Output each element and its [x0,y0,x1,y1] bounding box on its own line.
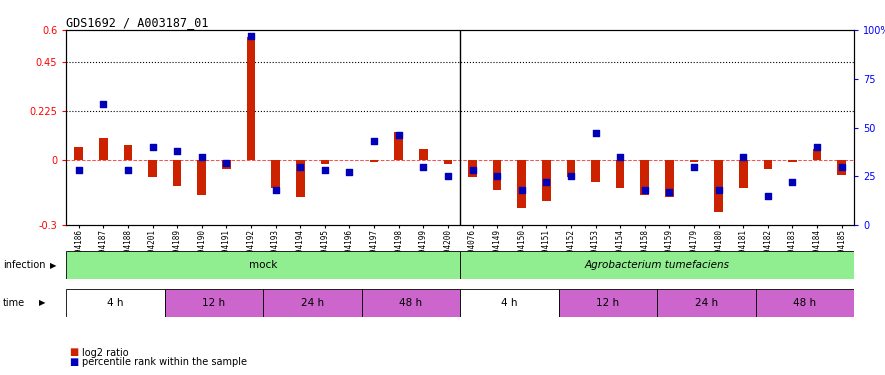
Bar [689,160,698,162]
Point [761,193,775,199]
Text: GDS1692 / A003187_01: GDS1692 / A003187_01 [66,16,209,29]
Bar [518,160,526,208]
Point [170,148,184,154]
Point [810,144,824,150]
Bar [666,160,673,197]
Bar [197,160,206,195]
Text: ▶: ▶ [39,298,45,307]
Point [687,164,701,170]
Point [318,167,332,173]
Text: 24 h: 24 h [301,298,324,308]
Text: 48 h: 48 h [399,298,422,308]
Point [293,164,307,170]
Point [539,179,553,185]
Point [589,130,603,136]
Bar [66,289,165,317]
Point [268,187,282,193]
Point [219,160,234,166]
Point [72,167,86,173]
Bar [789,160,796,162]
Text: log2 ratio: log2 ratio [82,348,129,357]
Text: ■: ■ [69,348,78,357]
Point [441,173,455,179]
Point [638,187,652,193]
Point [785,179,799,185]
Bar [264,289,362,317]
Bar [148,160,157,177]
Bar [460,289,558,317]
Point [564,173,578,179]
Point [96,101,111,107]
Point [466,167,480,173]
Point [613,154,627,160]
Bar [468,160,477,177]
Bar [641,160,649,195]
Bar [443,160,452,164]
Bar [370,160,379,162]
Point [244,33,258,39]
Bar [362,289,460,317]
Bar [165,289,264,317]
Bar [542,160,550,201]
Point [367,138,381,144]
Text: ▶: ▶ [50,261,57,270]
Point [712,187,726,193]
Bar [739,160,748,188]
Text: 4 h: 4 h [501,298,518,308]
Bar [591,160,600,182]
Bar [74,147,83,160]
Bar [558,289,657,317]
Point [835,164,849,170]
Bar [173,160,181,186]
Bar [812,149,821,160]
Point [195,154,209,160]
Bar [395,132,403,160]
Bar [272,160,280,188]
Bar [296,160,304,197]
Bar [566,160,575,177]
Bar [222,160,231,169]
Bar [493,160,502,190]
Text: infection: infection [3,261,45,270]
Bar [419,149,427,160]
Text: 48 h: 48 h [793,298,816,308]
Point [515,187,529,193]
Bar [247,36,255,160]
Text: percentile rank within the sample: percentile rank within the sample [82,357,247,367]
Point [416,164,430,170]
Point [145,144,159,150]
Point [391,132,405,138]
Bar [460,251,854,279]
Point [662,189,676,195]
Bar [616,160,625,188]
Text: 12 h: 12 h [596,298,619,308]
Text: time: time [3,298,25,308]
Text: ■: ■ [69,357,78,367]
Bar [714,160,723,212]
Bar [320,160,329,164]
Point [121,167,135,173]
Bar [837,160,846,175]
Text: 4 h: 4 h [107,298,124,308]
Point [342,170,357,176]
Bar [99,138,108,160]
Text: mock: mock [249,260,278,270]
Bar [756,289,854,317]
Text: Agrobacterium tumefaciens: Agrobacterium tumefaciens [585,260,729,270]
Bar [124,145,132,160]
Point [736,154,750,160]
Bar [764,160,773,169]
Bar [66,251,460,279]
Bar [657,289,756,317]
Text: 12 h: 12 h [203,298,226,308]
Point [490,173,504,179]
Text: 24 h: 24 h [695,298,718,308]
